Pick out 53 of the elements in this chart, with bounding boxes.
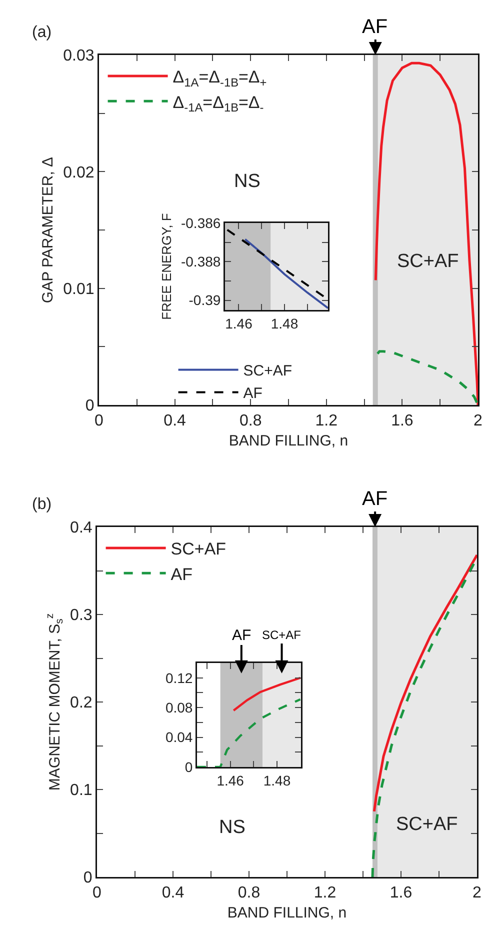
- text: (a): [32, 24, 52, 41]
- y-tick-label: -0.386: [180, 214, 221, 231]
- x-tick-label: 2: [472, 884, 482, 902]
- x-tick-label: 1.6: [391, 412, 414, 430]
- band-label: AF: [362, 16, 388, 38]
- band-label: SC+AF: [396, 814, 458, 835]
- y-tick-label: 0: [184, 758, 193, 775]
- y-tick-label: -0.39: [188, 292, 221, 308]
- x-tick-label: 1.48: [263, 772, 291, 788]
- annotation: NS: [234, 171, 260, 192]
- legend-label: SC+AF: [243, 362, 292, 380]
- band-label: AF: [232, 627, 252, 644]
- x-tick-label: 0.8: [239, 412, 262, 430]
- line-series: [372, 554, 477, 813]
- x-tick-label: 1.2: [315, 412, 338, 430]
- y-tick-label: 0.12: [165, 670, 193, 686]
- annotation: NS: [219, 817, 246, 838]
- x-tick-label: 1.2: [314, 884, 336, 902]
- x-tick-label: 2: [474, 412, 483, 430]
- x-tick-label: 1.48: [270, 315, 298, 332]
- y-tick-label: -0.388: [180, 254, 221, 270]
- band-label: SC+AF: [262, 628, 302, 642]
- legend-label: Δ$_{-1A}$=Δ$_{1B}$=Δ$_{-}$: [172, 92, 264, 114]
- y-tick-label: 0.02: [63, 164, 94, 182]
- legend-label: AF: [170, 564, 193, 584]
- y-tick-label: 0.01: [63, 280, 94, 298]
- y-tick-label: 0.2: [70, 694, 92, 712]
- x-tick-label: 1.6: [390, 884, 412, 902]
- y-tick-label: 0.04: [165, 729, 193, 746]
- x-axis-title: BAND FILLING, n: [228, 432, 348, 450]
- legend-label: AF: [243, 385, 262, 402]
- band-label: AF: [362, 488, 388, 510]
- line-series: [197, 698, 301, 767]
- y-tick-label: 0.1: [70, 782, 92, 800]
- x-tick-label: 1.46: [225, 315, 253, 332]
- line-series: [376, 350, 478, 405]
- legend-label: Δ$_{1A}$=Δ$_{-1B}$=Δ$_{+}$: [172, 68, 267, 90]
- band-label: SC+AF: [397, 251, 459, 272]
- y-tick-label: 0.3: [70, 607, 92, 624]
- y-tick-label: 0.03: [63, 48, 94, 65]
- text: (b): [32, 496, 52, 513]
- line-series: [232, 676, 301, 712]
- y-axis-title: FREE ENERGY, F: [159, 213, 174, 320]
- y-tick-label: 0: [85, 398, 94, 415]
- x-tick-label: 0.8: [238, 884, 260, 902]
- y-axis-title: GAP PARAMETER, Δ: [40, 156, 57, 304]
- legend-label: SC+AF: [170, 540, 226, 559]
- line-series: [244, 238, 328, 310]
- y-tick-label: 0: [83, 870, 92, 887]
- x-axis-title: BAND FILLING, n: [227, 904, 347, 922]
- y-tick-label: 0.08: [165, 699, 193, 716]
- y-tick-label: 0.4: [70, 520, 92, 537]
- x-tick-label: 1.46: [216, 772, 244, 788]
